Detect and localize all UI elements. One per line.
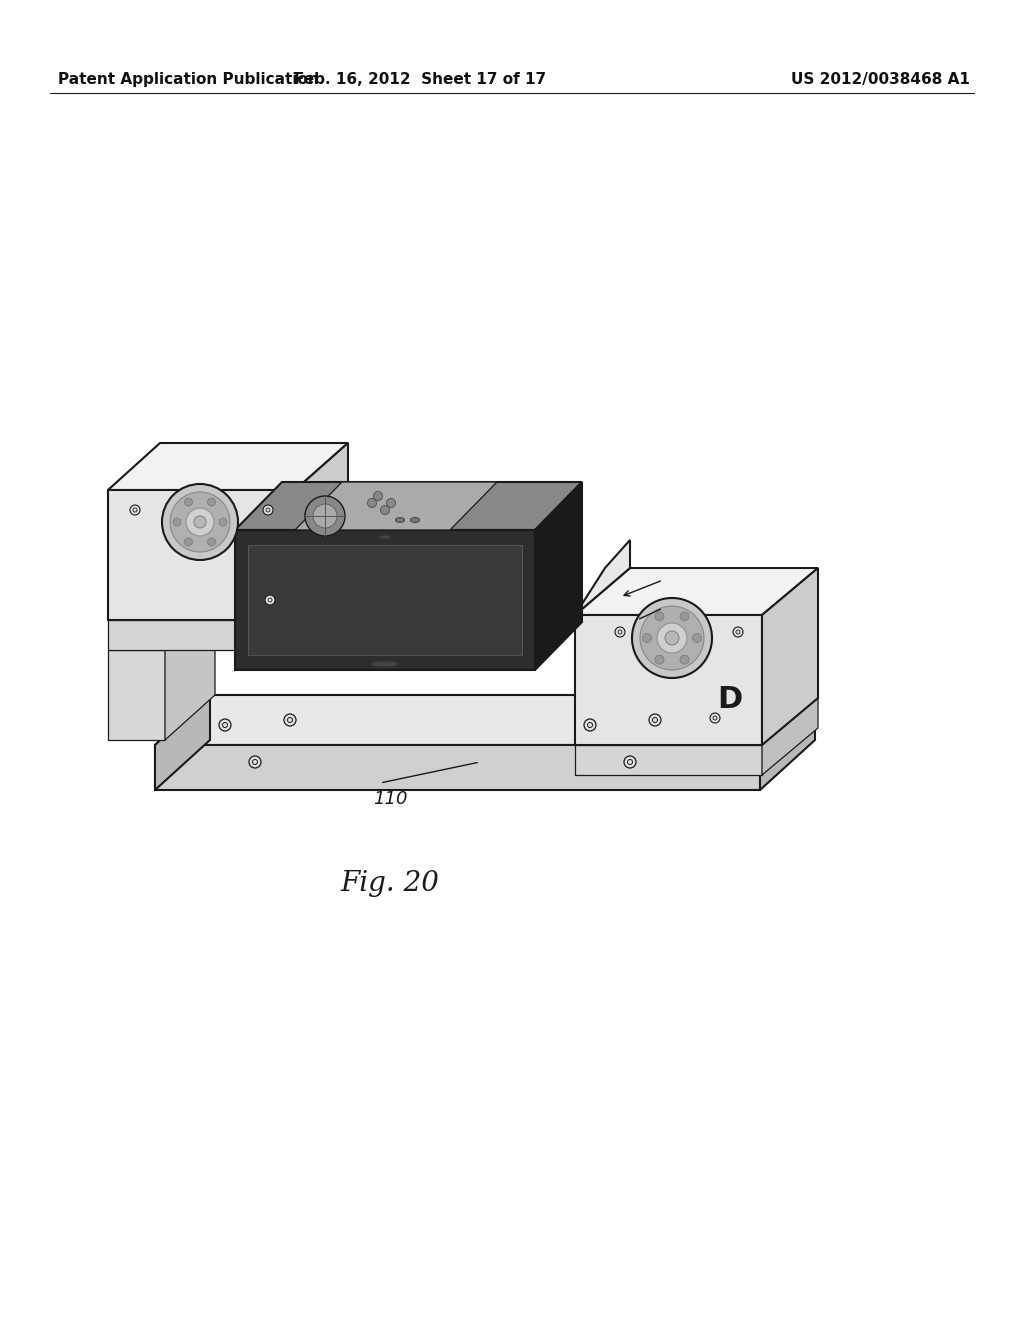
Polygon shape <box>234 482 582 531</box>
Circle shape <box>710 713 720 723</box>
Circle shape <box>263 506 273 515</box>
Polygon shape <box>575 615 762 744</box>
Polygon shape <box>155 696 815 744</box>
Circle shape <box>374 491 383 500</box>
Circle shape <box>642 634 651 643</box>
Circle shape <box>186 508 214 536</box>
Polygon shape <box>295 444 348 620</box>
Polygon shape <box>108 649 165 741</box>
Polygon shape <box>234 531 535 671</box>
Circle shape <box>733 627 743 638</box>
Circle shape <box>584 719 596 731</box>
Ellipse shape <box>371 661 399 667</box>
Circle shape <box>130 506 140 515</box>
Circle shape <box>194 516 206 528</box>
Circle shape <box>368 499 377 507</box>
Polygon shape <box>155 744 760 789</box>
Circle shape <box>170 492 230 552</box>
Polygon shape <box>535 482 582 671</box>
Circle shape <box>219 517 227 525</box>
Circle shape <box>184 498 193 506</box>
Circle shape <box>624 756 636 768</box>
Circle shape <box>615 627 625 638</box>
Circle shape <box>184 539 193 546</box>
Text: 110: 110 <box>373 789 408 808</box>
Polygon shape <box>575 744 762 775</box>
Circle shape <box>249 756 261 768</box>
Ellipse shape <box>411 517 420 523</box>
Polygon shape <box>108 444 348 490</box>
Polygon shape <box>108 490 295 620</box>
Ellipse shape <box>395 517 404 523</box>
Circle shape <box>680 655 689 664</box>
Polygon shape <box>248 545 522 655</box>
Circle shape <box>284 714 296 726</box>
Text: Fig. 20: Fig. 20 <box>341 870 439 898</box>
Polygon shape <box>762 698 818 775</box>
Polygon shape <box>165 605 215 741</box>
Circle shape <box>657 623 687 653</box>
Circle shape <box>208 539 215 546</box>
Circle shape <box>305 496 345 536</box>
Circle shape <box>665 631 679 645</box>
Circle shape <box>655 655 664 664</box>
Polygon shape <box>575 568 818 615</box>
Circle shape <box>313 504 337 528</box>
Polygon shape <box>762 568 818 744</box>
Ellipse shape <box>379 535 391 539</box>
Circle shape <box>632 598 712 678</box>
Text: Feb. 16, 2012  Sheet 17 of 17: Feb. 16, 2012 Sheet 17 of 17 <box>294 73 546 87</box>
Circle shape <box>649 714 662 726</box>
Text: D: D <box>718 685 742 714</box>
Polygon shape <box>760 696 815 789</box>
Polygon shape <box>295 482 497 531</box>
Polygon shape <box>295 573 348 649</box>
Circle shape <box>680 612 689 620</box>
Circle shape <box>265 595 275 605</box>
Polygon shape <box>155 696 210 789</box>
Text: US 2012/0038468 A1: US 2012/0038468 A1 <box>792 73 970 87</box>
Circle shape <box>655 612 664 620</box>
Circle shape <box>640 606 705 671</box>
Text: 250: 250 <box>668 599 702 616</box>
Circle shape <box>381 506 389 515</box>
Polygon shape <box>108 573 348 620</box>
Text: 300: 300 <box>668 572 702 589</box>
Circle shape <box>219 719 231 731</box>
Circle shape <box>162 484 238 560</box>
Polygon shape <box>575 540 630 615</box>
Circle shape <box>692 634 701 643</box>
Circle shape <box>386 499 395 507</box>
Text: Patent Application Publication: Patent Application Publication <box>58 73 318 87</box>
Circle shape <box>173 517 181 525</box>
Circle shape <box>208 498 215 506</box>
Polygon shape <box>108 620 295 649</box>
